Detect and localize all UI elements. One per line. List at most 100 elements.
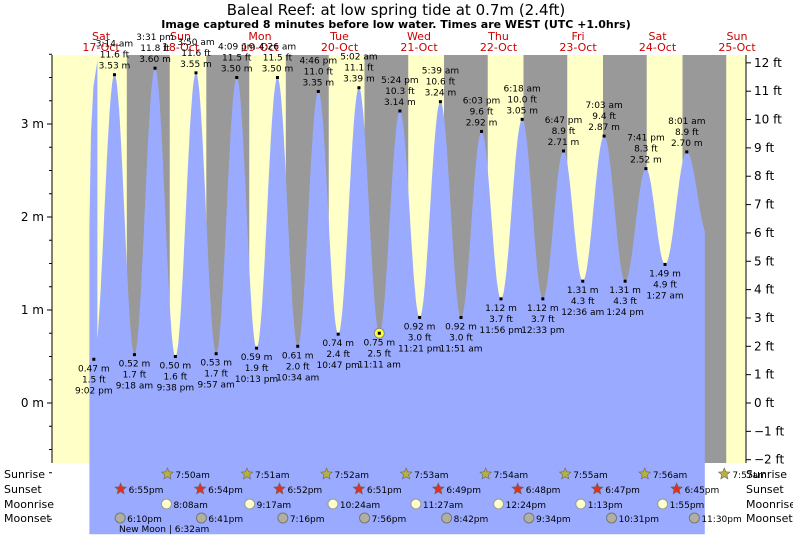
day-name: Tue: [329, 30, 349, 43]
high-time: 4:09 pm: [218, 43, 256, 53]
day-name: Sun: [727, 30, 748, 43]
tide-curve: [89, 60, 705, 535]
sunset-icon: [511, 482, 525, 495]
low-time: 1:24 pm: [606, 308, 644, 318]
low-ft: 4.9 ft: [653, 280, 677, 290]
day-name: Mon: [248, 30, 271, 43]
day-date: 22-Oct: [480, 41, 518, 54]
sunrise-icon: [717, 467, 731, 480]
low-m: 0.53 m: [200, 359, 232, 369]
right-tick-label: 11 ft: [754, 84, 782, 98]
sunset-time: 6:55pm: [129, 486, 164, 496]
moonset-time: 7:56pm: [372, 515, 407, 525]
moonset-icon: [523, 512, 535, 524]
sunrise-time: 7:54am: [494, 471, 529, 481]
high-time: 7:41 pm: [627, 134, 665, 144]
low-time: 9:38 pm: [157, 384, 195, 394]
low-m: 0.92 m: [445, 322, 477, 332]
left-tick-label: 0 m: [21, 396, 44, 410]
low-marker: [377, 331, 381, 335]
moonset-time: 9:34pm: [536, 515, 571, 525]
high-ft: 10.6 ft: [426, 78, 456, 88]
day-date: 20-Oct: [321, 41, 359, 54]
high-m: 2.52 m: [630, 156, 662, 166]
high-time: 6:18 am: [503, 84, 540, 94]
sunset-icon: [670, 482, 684, 495]
high-time: 5:24 pm: [381, 76, 419, 86]
sunset-time: 6:48pm: [526, 486, 561, 496]
chart-title: Baleal Reef: at low spring tide at 0.7m …: [227, 1, 566, 19]
low-ft: 1.7 ft: [204, 370, 228, 380]
high-m: 3.14 m: [384, 98, 416, 108]
high-marker: [316, 89, 320, 93]
high-time: 6:03 pm: [463, 96, 501, 106]
sunrise-time: 7:52am: [334, 471, 369, 481]
right-tick-label: 5 ft: [754, 254, 774, 268]
moonrise-icon: [657, 498, 669, 510]
moonrise-time: 11:27am: [423, 501, 463, 511]
high-marker: [480, 129, 484, 133]
moonrise-row-label: Moonrise: [4, 498, 54, 511]
right-tick-label: 3 ft: [754, 311, 774, 325]
sunrise-icon: [558, 467, 572, 480]
day-name: Sat: [92, 30, 111, 43]
high-ft: 11.5 ft: [222, 54, 252, 64]
sunrise-icon: [320, 467, 333, 480]
moonset-icon: [195, 512, 207, 524]
moonrise-time: 8:08am: [173, 501, 208, 511]
sunset-time: 6:47pm: [605, 486, 640, 496]
day-date: 18-Oct: [162, 41, 200, 54]
low-m: 1.12 m: [485, 304, 517, 314]
high-marker: [112, 73, 116, 77]
low-time: 11:51 am: [439, 344, 482, 354]
day-name: Sat: [648, 30, 667, 43]
low-ft: 3.7 ft: [489, 315, 513, 325]
low-marker: [663, 262, 667, 266]
axes: 0 m 1 m 2 m 3 m −2 ft −1 ft 0 ft 1 ft 2 ft 3 ft 4 …: [21, 53, 785, 520]
moonrise-time: 1:55pm: [670, 501, 705, 511]
high-marker: [398, 109, 402, 113]
low-ft: 2.4 ft: [326, 350, 350, 360]
high-m: 3.24 m: [425, 89, 457, 99]
low-time: 9:02 pm: [75, 386, 113, 396]
moonrise-icon: [327, 498, 339, 510]
low-marker: [581, 279, 585, 283]
high-time: 7:03 am: [585, 101, 622, 111]
high-time: 5:02 am: [340, 53, 377, 63]
sunrise-time: 7:53am: [414, 471, 449, 481]
sunset-time: 6:54pm: [208, 486, 243, 496]
low-marker: [418, 315, 422, 319]
low-time: 11:56 pm: [479, 326, 522, 336]
right-tick-label: 1 ft: [754, 368, 774, 382]
high-m: 3.50 m: [262, 65, 294, 75]
low-marker: [459, 315, 463, 319]
right-tick-label: 6 ft: [754, 226, 774, 240]
moonset-row-label: Moonset: [4, 512, 51, 525]
low-time: 10:13 pm: [235, 375, 278, 385]
sunrise-row-label: Sunrise: [4, 468, 45, 481]
low-m: 0.50 m: [160, 362, 192, 372]
high-ft: 10.3 ft: [385, 87, 415, 97]
low-marker: [541, 297, 545, 301]
low-ft: 1.7 ft: [123, 371, 147, 381]
low-m: 0.61 m: [282, 351, 314, 361]
low-time: 9:57 am: [197, 381, 234, 391]
low-time: 11:21 pm: [398, 344, 441, 354]
low-m: 0.92 m: [404, 322, 436, 332]
moonrise-time: 10:24am: [340, 501, 380, 511]
high-marker: [235, 76, 239, 79]
day-date: 23-Oct: [559, 41, 597, 54]
moonrise-icon: [160, 498, 172, 510]
high-marker: [275, 76, 279, 79]
high-m: 2.87 m: [588, 123, 620, 133]
sunrise-icon: [160, 467, 174, 480]
moonrise-time: 1:13pm: [588, 501, 623, 511]
right-tick-label: 10 ft: [754, 113, 782, 127]
high-marker: [153, 66, 157, 70]
right-tick-label: −2 ft: [754, 453, 785, 467]
day-date: 24-Oct: [639, 41, 677, 54]
low-time: 12:36 am: [561, 308, 604, 318]
right-tick-label: 12 ft: [754, 56, 782, 70]
moonset-time: 6:10pm: [127, 515, 162, 525]
moonrise-time: 12:24pm: [506, 501, 546, 511]
